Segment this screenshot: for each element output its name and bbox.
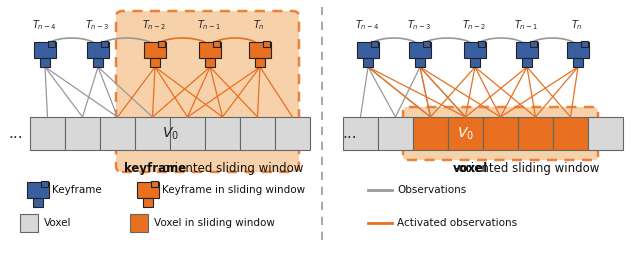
Text: -oriented sliding window: -oriented sliding window	[454, 162, 600, 175]
Bar	[581, 41, 588, 47]
Text: Keyframe in sliding window: Keyframe in sliding window	[162, 185, 305, 195]
Bar	[567, 42, 589, 58]
Text: $T_{n-1}$: $T_{n-1}$	[197, 18, 221, 32]
Bar	[144, 42, 166, 58]
Bar	[423, 41, 430, 47]
Bar	[371, 41, 378, 47]
Bar	[470, 58, 480, 67]
Bar	[137, 182, 159, 198]
Bar	[34, 42, 56, 58]
FancyBboxPatch shape	[116, 11, 299, 172]
Bar	[48, 41, 55, 47]
Bar	[30, 117, 65, 150]
Text: $T_{n-2}$: $T_{n-2}$	[462, 18, 486, 32]
Bar	[573, 58, 583, 67]
Bar	[205, 58, 215, 67]
Bar	[27, 182, 49, 198]
Text: $T_{n-1}$: $T_{n-1}$	[514, 18, 538, 32]
Text: $T_{n-4}$: $T_{n-4}$	[32, 18, 56, 32]
Bar	[249, 42, 271, 58]
Bar	[20, 214, 38, 232]
Bar	[170, 117, 205, 150]
Text: keyframe: keyframe	[124, 162, 186, 175]
Bar	[357, 42, 379, 58]
Bar	[101, 41, 108, 47]
Bar	[205, 117, 240, 150]
Bar	[199, 42, 221, 58]
Bar	[213, 41, 220, 47]
Bar	[483, 117, 518, 150]
Bar	[413, 117, 448, 150]
Text: $T_{n-2}$: $T_{n-2}$	[142, 18, 166, 32]
Bar	[343, 117, 378, 150]
Bar	[151, 181, 158, 187]
Bar	[33, 198, 43, 207]
Bar	[143, 198, 153, 207]
Text: ...: ...	[342, 126, 357, 141]
Text: $V_0$: $V_0$	[457, 125, 474, 142]
Bar	[40, 58, 50, 67]
Bar	[240, 117, 275, 150]
Bar	[65, 117, 100, 150]
Text: -oriented sliding window: -oriented sliding window	[158, 162, 304, 175]
Bar	[130, 214, 148, 232]
Text: voxel: voxel	[452, 162, 488, 175]
Bar	[464, 42, 486, 58]
Text: Voxel: Voxel	[44, 218, 72, 228]
Bar	[588, 117, 623, 150]
Bar	[378, 117, 413, 150]
Text: Voxel in sliding window: Voxel in sliding window	[154, 218, 275, 228]
Bar	[415, 58, 425, 67]
FancyBboxPatch shape	[403, 107, 598, 160]
Bar	[275, 117, 310, 150]
Bar	[553, 117, 588, 150]
Text: $T_{n-3}$: $T_{n-3}$	[407, 18, 431, 32]
Text: Observations: Observations	[397, 185, 467, 195]
Bar	[100, 117, 135, 150]
Bar	[263, 41, 270, 47]
Bar	[93, 58, 103, 67]
Bar	[150, 58, 160, 67]
Text: $T_{n-3}$: $T_{n-3}$	[84, 18, 109, 32]
Bar	[158, 41, 165, 47]
Text: $T_{n-4}$: $T_{n-4}$	[355, 18, 380, 32]
Text: $T_n$: $T_n$	[253, 18, 265, 32]
Bar	[41, 181, 48, 187]
Bar	[522, 58, 532, 67]
Bar	[518, 117, 553, 150]
Bar	[448, 117, 483, 150]
Text: Activated observations: Activated observations	[397, 218, 517, 228]
Bar	[516, 42, 538, 58]
Text: $V_0$: $V_0$	[161, 125, 179, 142]
Bar	[363, 58, 373, 67]
Bar	[87, 42, 109, 58]
Bar	[255, 58, 265, 67]
Text: Keyframe: Keyframe	[52, 185, 102, 195]
Bar	[135, 117, 170, 150]
Text: $T_n$: $T_n$	[571, 18, 583, 32]
Text: ...: ...	[9, 126, 23, 141]
Bar	[530, 41, 537, 47]
Bar	[478, 41, 485, 47]
Bar	[409, 42, 431, 58]
